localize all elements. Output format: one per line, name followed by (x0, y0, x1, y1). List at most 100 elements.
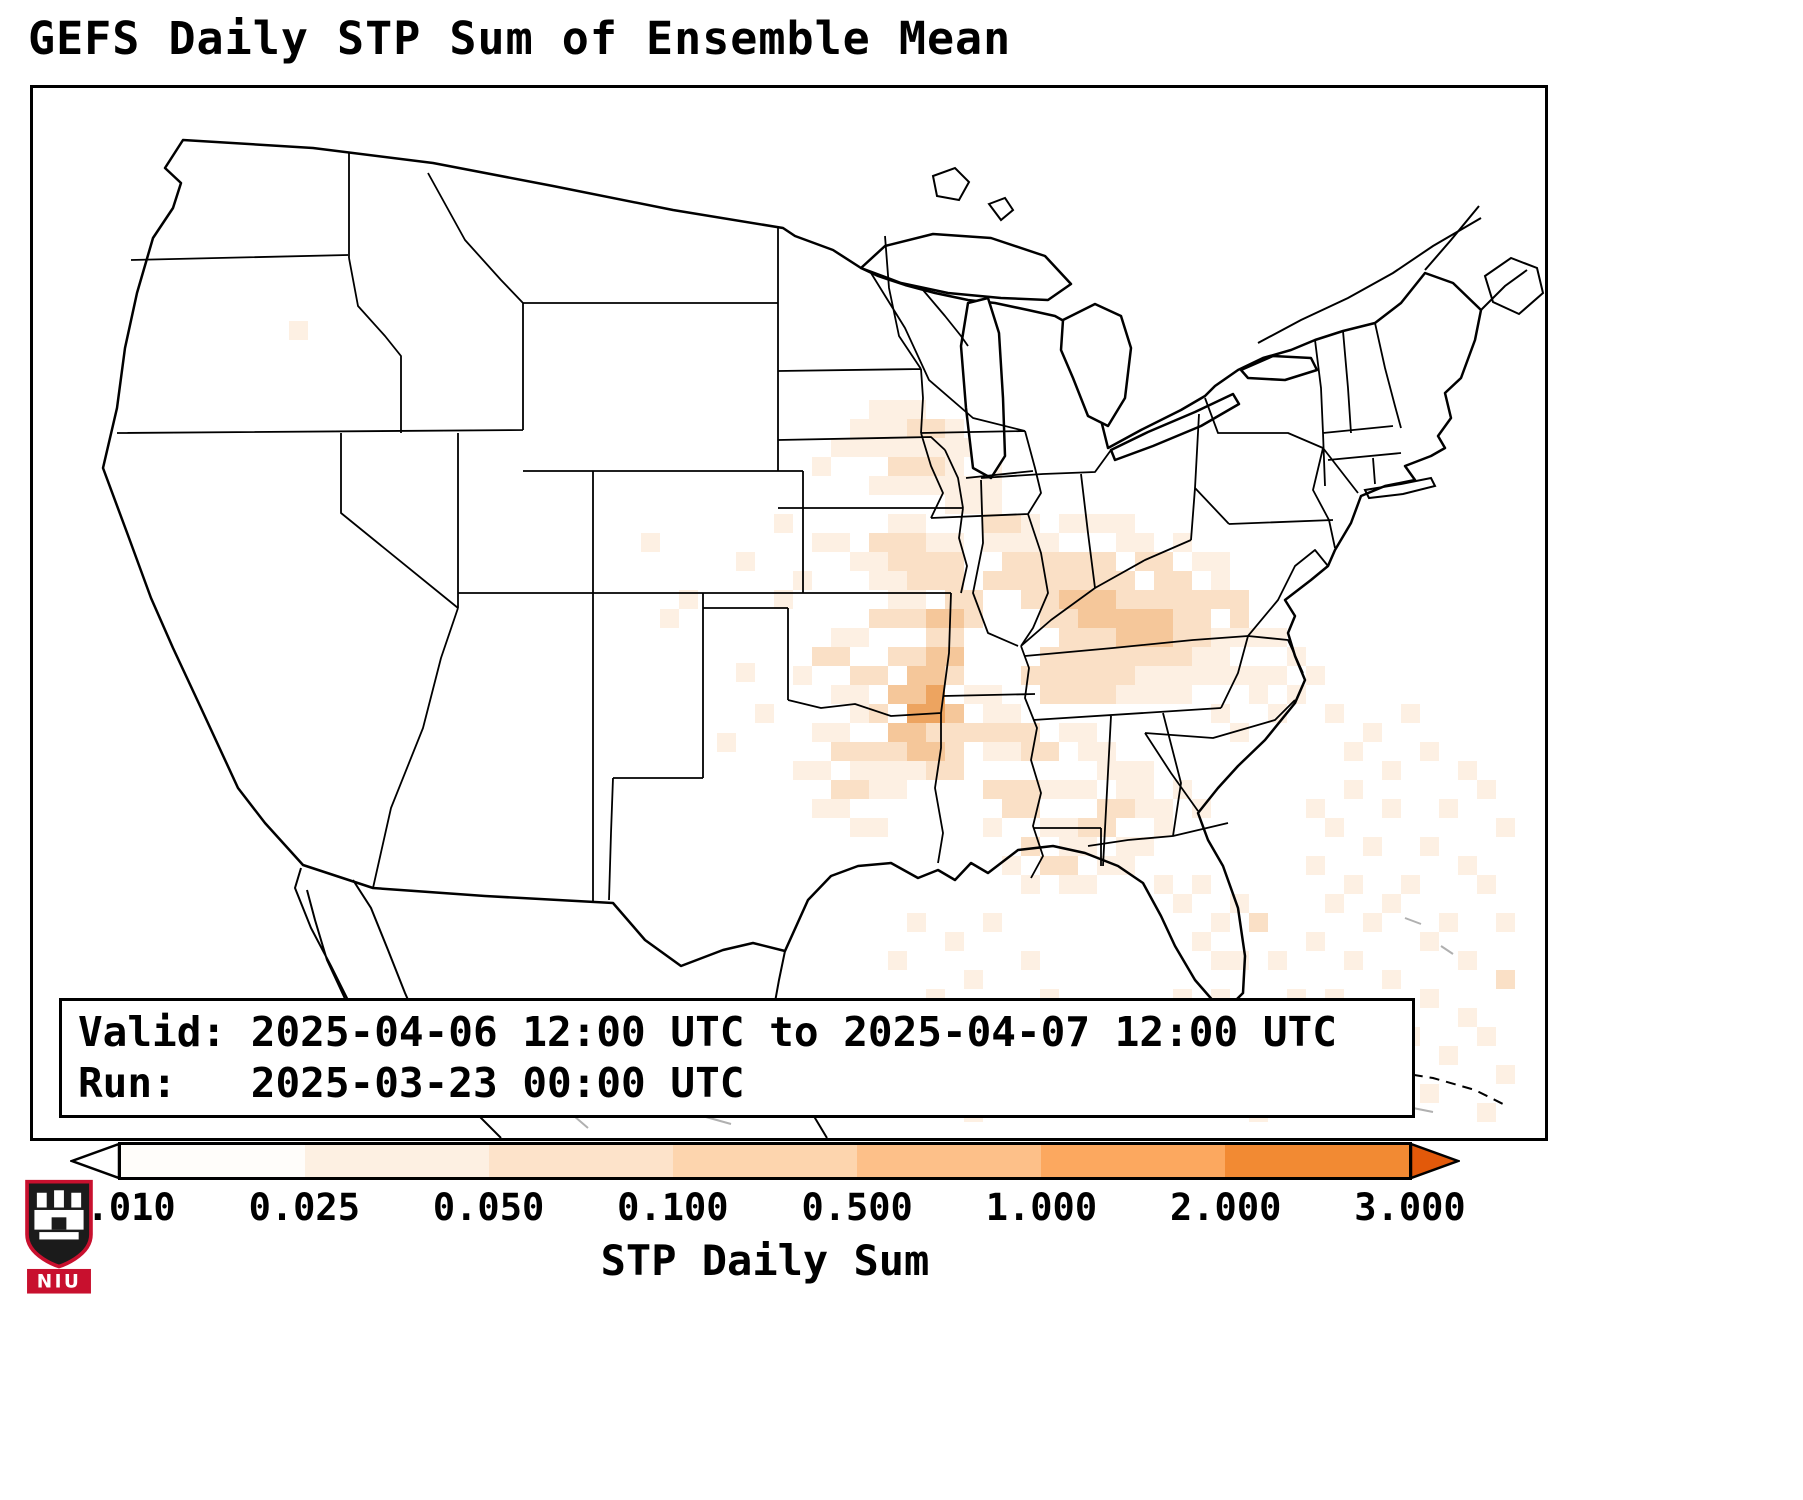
stp-cell (983, 571, 1040, 590)
stp-cell (1344, 951, 1363, 970)
stp-cell (1097, 571, 1135, 590)
stp-cell (831, 742, 869, 761)
colorbar-left-arrow (70, 1142, 120, 1180)
colorbar-tick-label: 0.050 (432, 1186, 545, 1229)
stp-cell (1154, 590, 1211, 609)
stp-cell (926, 761, 964, 780)
stp-cell (1059, 514, 1097, 533)
stp-cell (1458, 951, 1477, 970)
stp-cell (869, 780, 907, 799)
stp-cell (1059, 552, 1116, 571)
stp-cell (1135, 552, 1173, 571)
colorbar-segment (857, 1145, 1041, 1177)
stp-cell (1154, 875, 1173, 894)
stp-cell (1192, 932, 1211, 951)
stp-cell (1325, 894, 1344, 913)
stp-cell (1211, 590, 1249, 609)
stp-cell (1211, 951, 1230, 970)
stp-cell (1211, 913, 1230, 932)
stp-cell (812, 723, 850, 742)
stp-cell (1173, 894, 1192, 913)
stp-cell (1249, 685, 1268, 704)
stp-cell (1439, 799, 1458, 818)
valid-time-text: Valid: 2025-04-06 12:00 UTC to 2025-04-0… (78, 1007, 1337, 1056)
stp-cell (1173, 666, 1230, 685)
stp-cell (1154, 818, 1173, 837)
stp-cell (793, 761, 831, 780)
stp-cell (869, 704, 888, 723)
stp-cell (1382, 970, 1401, 989)
stp-cell (945, 704, 964, 723)
stp-cell (1040, 647, 1097, 666)
colorbar-tick-label: 0.100 (617, 1186, 729, 1229)
lake-ontario (1239, 354, 1319, 382)
stp-cell (869, 742, 907, 761)
us-nation-outline (101, 138, 1483, 1010)
stp-cell (1230, 666, 1268, 685)
stp-cell (1135, 609, 1173, 628)
stp-cell (888, 457, 945, 476)
stp-cell (1002, 552, 1059, 571)
stp-cell (1363, 913, 1382, 932)
great-lakes (859, 232, 1319, 480)
stp-cell (1078, 666, 1135, 685)
stp-cell (869, 533, 926, 552)
state-borders (116, 153, 1402, 902)
run-time-text: Run: 2025-03-23 00:00 UTC (78, 1058, 745, 1107)
stp-cell (1059, 723, 1097, 742)
stp-cell (1420, 932, 1439, 951)
stp-cell (1059, 837, 1097, 856)
colorbar-segments (118, 1142, 1412, 1180)
states-east (972, 322, 1402, 847)
stp-cell (926, 628, 964, 647)
stp-cell (850, 818, 888, 837)
stp-cell (983, 704, 1021, 723)
stp-cell (907, 476, 964, 495)
stp-cell (1116, 837, 1154, 856)
stp-cell (1135, 761, 1154, 780)
info-box: Valid: 2025-04-06 12:00 UTC to 2025-04-0… (59, 997, 1415, 1118)
stp-cell (1021, 590, 1059, 609)
stp-cell (983, 742, 1021, 761)
stp-cell (1002, 723, 1040, 742)
stp-cell (1040, 609, 1078, 628)
colorbar-tick-label: 2.000 (1170, 1186, 1282, 1229)
colorbar-tick-label: 0.500 (801, 1186, 913, 1229)
stp-cell (1116, 590, 1154, 609)
stp-cell (869, 571, 907, 590)
stp-cell (888, 723, 926, 742)
stp-cell (1040, 780, 1078, 799)
stp-cell (1097, 761, 1135, 780)
stp-cell (1477, 1027, 1496, 1046)
stp-cell (660, 609, 679, 628)
colorbar-segment (489, 1145, 673, 1177)
stp-cell (983, 533, 1021, 552)
stp-cell (964, 970, 983, 989)
stp-cell (1078, 742, 1116, 761)
stp-cell (1021, 533, 1059, 552)
stp-cell (1078, 609, 1135, 628)
stp-cell (1211, 571, 1230, 590)
stp-cell (1135, 799, 1173, 818)
stp-cell (831, 438, 869, 457)
stp-cell (1097, 799, 1135, 818)
stp-cell (983, 514, 1021, 533)
stp-cell (1078, 780, 1097, 799)
stp-cell (1439, 913, 1458, 932)
colorbar-segment (1225, 1145, 1409, 1177)
stp-cell (926, 647, 964, 666)
stp-cell (1268, 666, 1287, 685)
stp-cell (1268, 951, 1287, 970)
colorbar-segment (673, 1145, 857, 1177)
stp-cell (1192, 552, 1230, 571)
stp-cell (1477, 875, 1496, 894)
stp-cell (945, 742, 964, 761)
stp-cell (1097, 647, 1154, 666)
stp-cell (1382, 799, 1401, 818)
stp-cell (1154, 571, 1192, 590)
stp-cell (926, 723, 964, 742)
stp-cell (850, 552, 888, 571)
colorbar-axis-label: STP Daily Sum (600, 1236, 930, 1285)
stp-cell (1116, 628, 1173, 647)
stp-cell (1496, 913, 1515, 932)
